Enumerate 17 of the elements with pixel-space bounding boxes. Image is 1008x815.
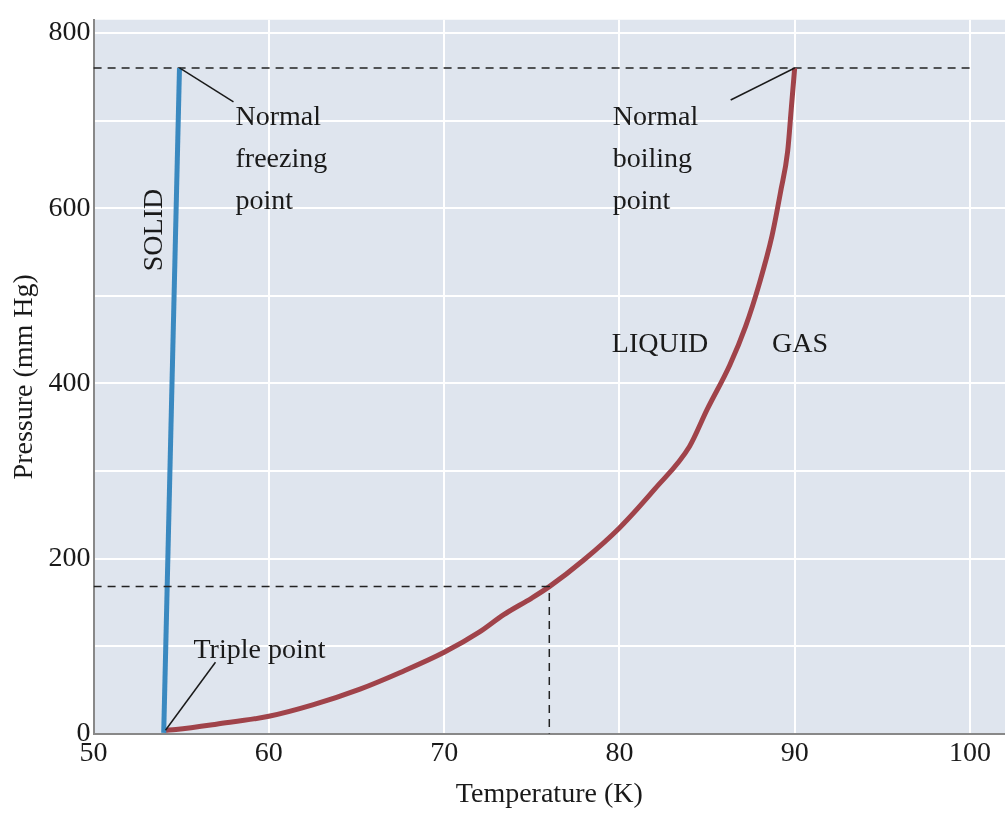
y-tick-label: 400 [48, 365, 91, 397]
x-tick-label: 70 [430, 735, 459, 767]
annotation: GAS [771, 327, 829, 359]
annotation: LIQUID [611, 327, 709, 359]
y-tick-label: 800 [48, 15, 91, 47]
y-tick-label: 200 [48, 540, 91, 572]
x-axis-title: Temperature (K) [455, 776, 643, 808]
x-tick-label: 100 [948, 735, 991, 767]
y-tick-label: 600 [48, 190, 91, 222]
y-axis-title: Pressure (mm Hg) [7, 274, 39, 480]
annotation: SOLID [137, 188, 169, 272]
x-tick-label: 80 [605, 735, 634, 767]
annotation: Triple point [193, 632, 326, 664]
annotation: Normal freezing point [235, 100, 328, 216]
x-tick-label: 90 [780, 735, 809, 767]
annotation: Normal boiling point [612, 100, 699, 216]
x-tick-label: 60 [254, 735, 283, 767]
